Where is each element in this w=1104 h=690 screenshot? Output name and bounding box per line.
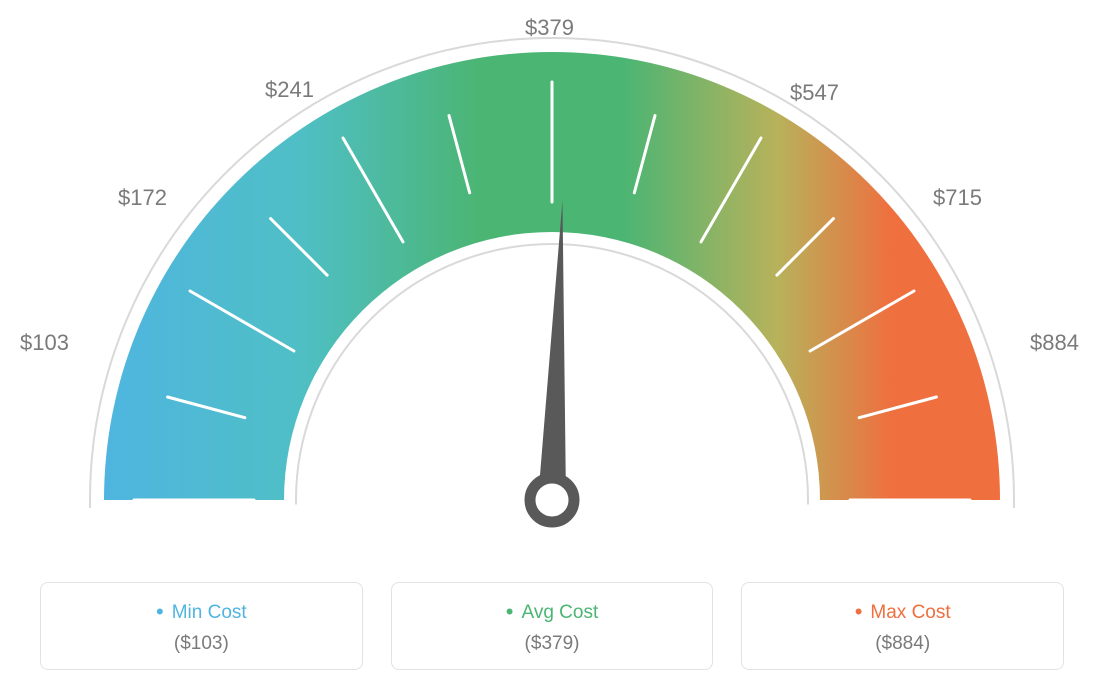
gauge-svg bbox=[0, 0, 1104, 560]
legend-max-card: Max Cost ($884) bbox=[741, 582, 1064, 670]
gauge-tick-label: $103 bbox=[20, 330, 69, 356]
cost-gauge-infographic: $103 $172 $241 $379 $547 $715 $884 Min Cost ($… bbox=[0, 0, 1104, 690]
legend-row: Min Cost ($103) Avg Cost ($379) Max Cost… bbox=[40, 582, 1064, 670]
legend-min-card: Min Cost ($103) bbox=[40, 582, 363, 670]
legend-max-value: ($884) bbox=[752, 633, 1053, 655]
gauge-tick-label: $715 bbox=[933, 185, 982, 211]
gauge-tick-label: $547 bbox=[790, 80, 839, 106]
gauge-needle bbox=[530, 200, 574, 522]
legend-min-value: ($103) bbox=[51, 633, 352, 655]
gauge-tick-label: $241 bbox=[265, 77, 314, 103]
gauge-tick-label: $172 bbox=[118, 185, 167, 211]
gauge-tick-label: $379 bbox=[525, 15, 574, 41]
gauge-area: $103 $172 $241 $379 $547 $715 $884 bbox=[0, 0, 1104, 560]
legend-max-title: Max Cost bbox=[752, 599, 1053, 625]
legend-avg-card: Avg Cost ($379) bbox=[391, 582, 714, 670]
gauge-tick-label: $884 bbox=[1030, 330, 1079, 356]
legend-avg-title: Avg Cost bbox=[402, 599, 703, 625]
legend-avg-value: ($379) bbox=[402, 633, 703, 655]
legend-min-title: Min Cost bbox=[51, 599, 352, 625]
